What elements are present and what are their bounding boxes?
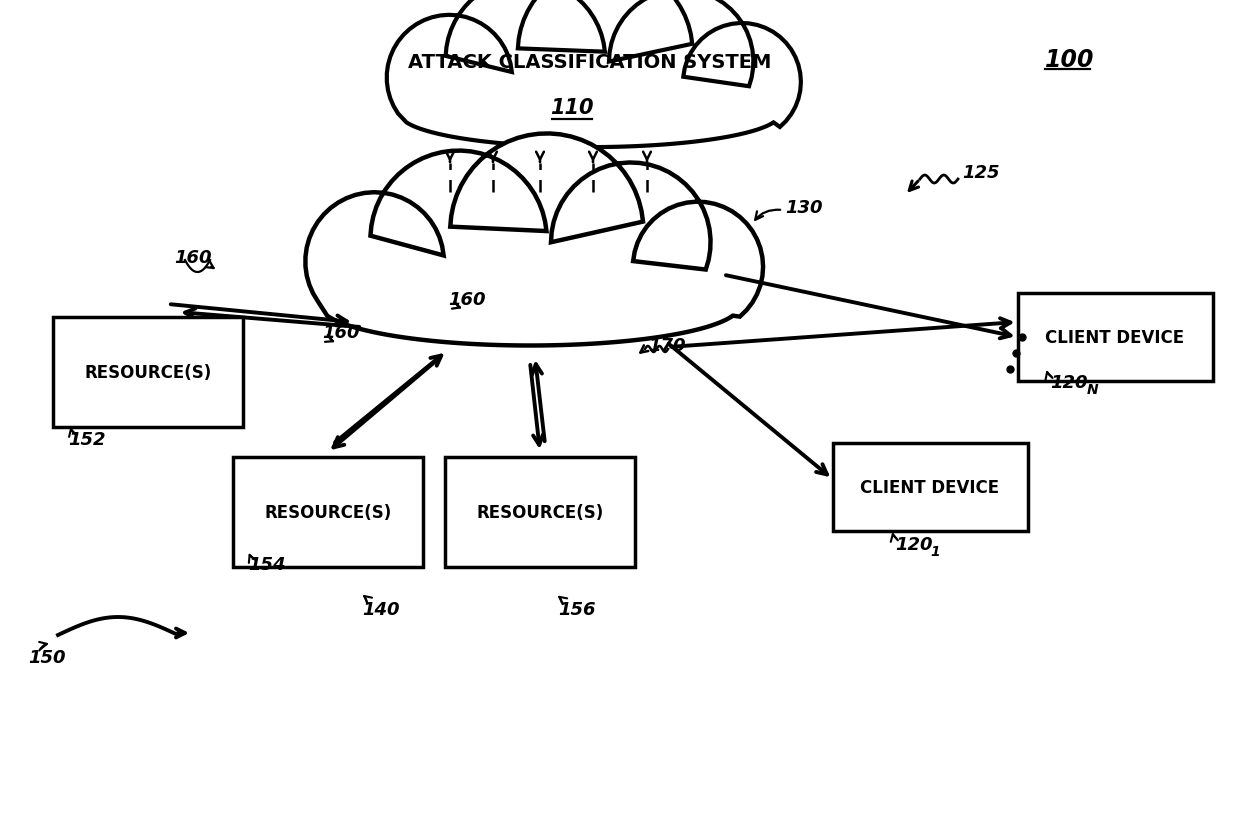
Text: 140: 140 xyxy=(362,600,399,619)
Polygon shape xyxy=(305,134,763,346)
Text: N: N xyxy=(1087,383,1099,396)
Text: CLIENT DEVICE: CLIENT DEVICE xyxy=(1045,328,1184,347)
FancyBboxPatch shape xyxy=(445,457,635,567)
Text: RESOURCE(S): RESOURCE(S) xyxy=(476,504,604,521)
Text: 100: 100 xyxy=(1045,48,1095,72)
Text: RESOURCE(S): RESOURCE(S) xyxy=(84,364,212,381)
Text: 150: 150 xyxy=(29,648,66,667)
Text: 152: 152 xyxy=(68,431,105,448)
Text: 154: 154 xyxy=(248,555,285,573)
Text: 125: 125 xyxy=(962,164,999,182)
FancyBboxPatch shape xyxy=(832,443,1028,532)
Text: CLIENT DEVICE: CLIENT DEVICE xyxy=(861,479,999,496)
Text: 170: 170 xyxy=(649,337,686,355)
Text: 160: 160 xyxy=(174,249,212,266)
Text: 160: 160 xyxy=(448,290,486,308)
Text: 160: 160 xyxy=(322,323,360,342)
Text: 120: 120 xyxy=(1050,374,1087,391)
FancyBboxPatch shape xyxy=(1018,294,1213,381)
FancyBboxPatch shape xyxy=(233,457,423,567)
Text: 110: 110 xyxy=(551,98,594,118)
Text: RESOURCE(S): RESOURCE(S) xyxy=(264,504,392,521)
Text: 120: 120 xyxy=(895,535,932,553)
Text: 156: 156 xyxy=(558,600,595,619)
FancyBboxPatch shape xyxy=(53,318,243,428)
Text: 130: 130 xyxy=(785,198,822,217)
Text: ATTACK CLASSIFICATION SYSTEM: ATTACK CLASSIFICATION SYSTEM xyxy=(408,54,771,73)
Polygon shape xyxy=(387,0,801,148)
Text: 1: 1 xyxy=(930,544,940,558)
